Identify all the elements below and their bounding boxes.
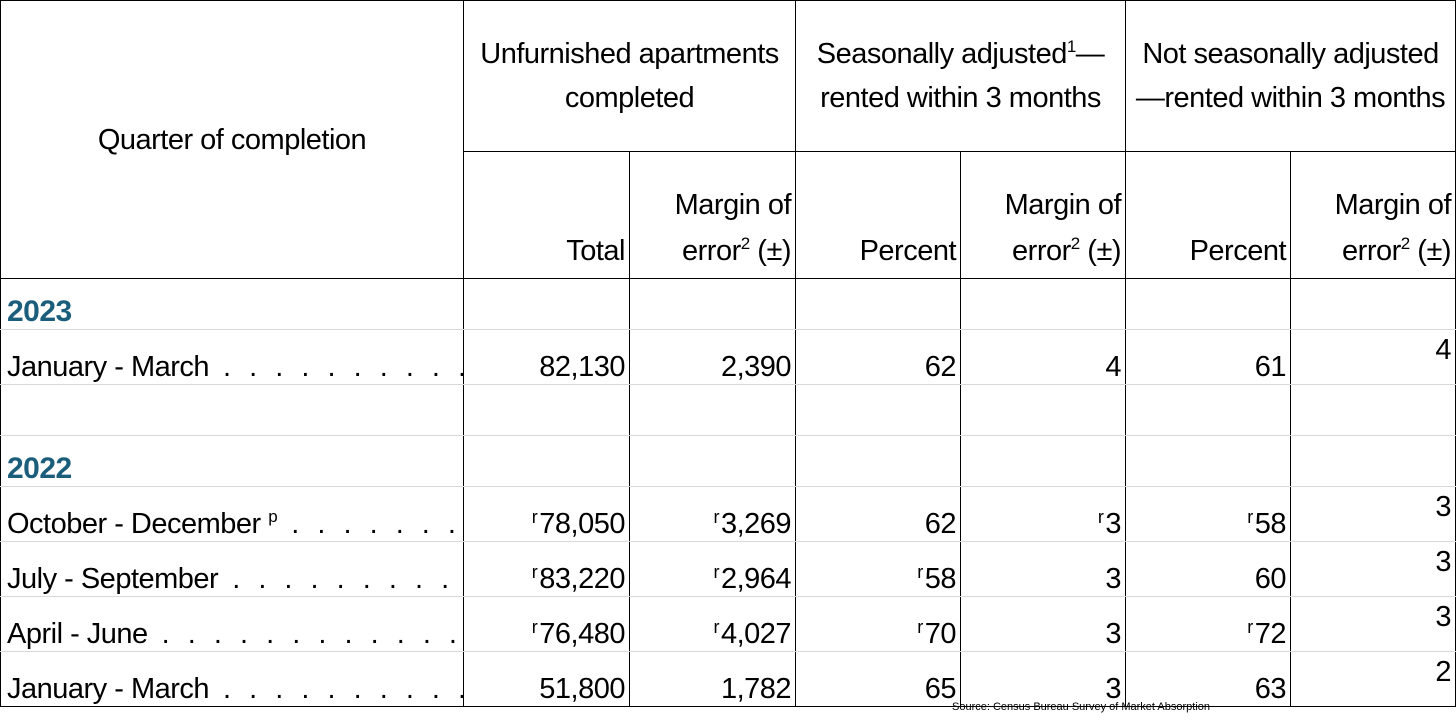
cell-nsa-moe: 3: [1290, 596, 1456, 652]
cell-sa-percent: 62: [795, 329, 962, 385]
header-total-moe: Margin of error2 (±): [628, 151, 797, 279]
row-label: April - June. . . . . . . . . . . . . . …: [0, 596, 464, 652]
cell-nsa-percent: r58: [1125, 486, 1292, 542]
cell-sa-moe: 3: [960, 541, 1127, 597]
header-sa-moe: Margin of error2 (±): [960, 151, 1127, 279]
header-total: Total: [463, 151, 630, 279]
cell-sa-percent: 62: [795, 486, 962, 542]
cell-nsa-percent: 61: [1125, 329, 1292, 385]
cell-total: r83,220: [463, 541, 630, 597]
cell-total: r76,480: [463, 596, 630, 652]
cell-nsa-moe: 3: [1290, 486, 1456, 542]
source-note: Source: Census Bureau Survey of Market A…: [952, 701, 1211, 713]
cell-total: r78,050: [463, 486, 630, 542]
cell-sa-moe: r3: [960, 486, 1127, 542]
header-row-groups: Quarter of completion Unfurnished apartm…: [0, 0, 1456, 279]
header-row-columns: Total Margin of error2 (±) Percent Margin…: [1, 151, 1456, 279]
cell-nsa-percent: 63: [1125, 651, 1292, 707]
cell-nsa-percent: 60: [1125, 541, 1292, 597]
spacer-row: [0, 384, 1456, 436]
absorption-table: Quarter of completion Unfurnished apartm…: [0, 0, 1456, 707]
year-row-2023: 2023: [0, 278, 1456, 330]
row-label: January - March. . . . . . . . . . . . .…: [0, 651, 464, 707]
cell-nsa-percent: r72: [1125, 596, 1292, 652]
cell-total: 51,800: [463, 651, 630, 707]
footnote-marker: 1: [1066, 37, 1076, 56]
absorption-table-wrapper: Quarter of completion Unfurnished apartm…: [0, 0, 1456, 707]
table-row: October - December p. . . . . . . . . . …: [0, 486, 1456, 542]
cell-nsa-moe: 4: [1290, 329, 1456, 385]
cell-total-moe: 1,782: [628, 651, 797, 707]
row-label: July - September. . . . . . . . . . . . …: [0, 541, 464, 597]
cell-total-moe: r2,964: [628, 541, 797, 597]
cell-nsa-moe: 3: [1290, 541, 1456, 597]
table-body: 2023 January - March. . . . . . . . . . …: [0, 278, 1456, 707]
header-nsa-percent: Percent: [1125, 151, 1292, 279]
cell-sa-moe: 4: [960, 329, 1127, 385]
table-row: April - June. . . . . . . . . . . . . . …: [0, 596, 1456, 652]
table-row: January - March. . . . . . . . . . . . .…: [0, 651, 1456, 707]
cell-sa-percent: 65: [795, 651, 962, 707]
table-header: Quarter of completion Unfurnished apartm…: [0, 0, 1456, 279]
cell-nsa-moe: 2: [1290, 651, 1456, 707]
header-nsa-moe: Margin of error2 (±): [1290, 151, 1456, 279]
header-sa-percent: Percent: [795, 151, 962, 279]
header-quarter-of-completion: Quarter of completion: [0, 0, 464, 279]
table-row: July - September. . . . . . . . . . . . …: [0, 541, 1456, 597]
cell-sa-percent: r70: [795, 596, 962, 652]
year-row-2022: 2022: [0, 435, 1456, 487]
cell-total-moe: r4,027: [628, 596, 797, 652]
row-label: October - December p. . . . . . . . . . …: [0, 486, 464, 542]
year-label: 2023: [0, 278, 464, 330]
cell-sa-moe: 3: [960, 596, 1127, 652]
header-group-completed: Unfurnished apartments completed: [462, 0, 797, 152]
table-row: January - March. . . . . . . . . . . . .…: [0, 329, 1456, 385]
cell-total-moe: r3,269: [628, 486, 797, 542]
cell-sa-percent: r58: [795, 541, 962, 597]
header-group-seasonally-adjusted: Seasonally adjusted1—rented within 3 mon…: [795, 0, 1127, 152]
year-label: 2022: [0, 435, 464, 487]
cell-sa-moe: 3: [960, 651, 1127, 707]
row-label: January - March. . . . . . . . . . . . .…: [0, 329, 464, 385]
header-group-not-seasonally-adjusted: Not seasonally adjusted—rented within 3 …: [1125, 0, 1456, 152]
cell-total-moe: 2,390: [628, 329, 797, 385]
cell-total: 82,130: [463, 329, 630, 385]
